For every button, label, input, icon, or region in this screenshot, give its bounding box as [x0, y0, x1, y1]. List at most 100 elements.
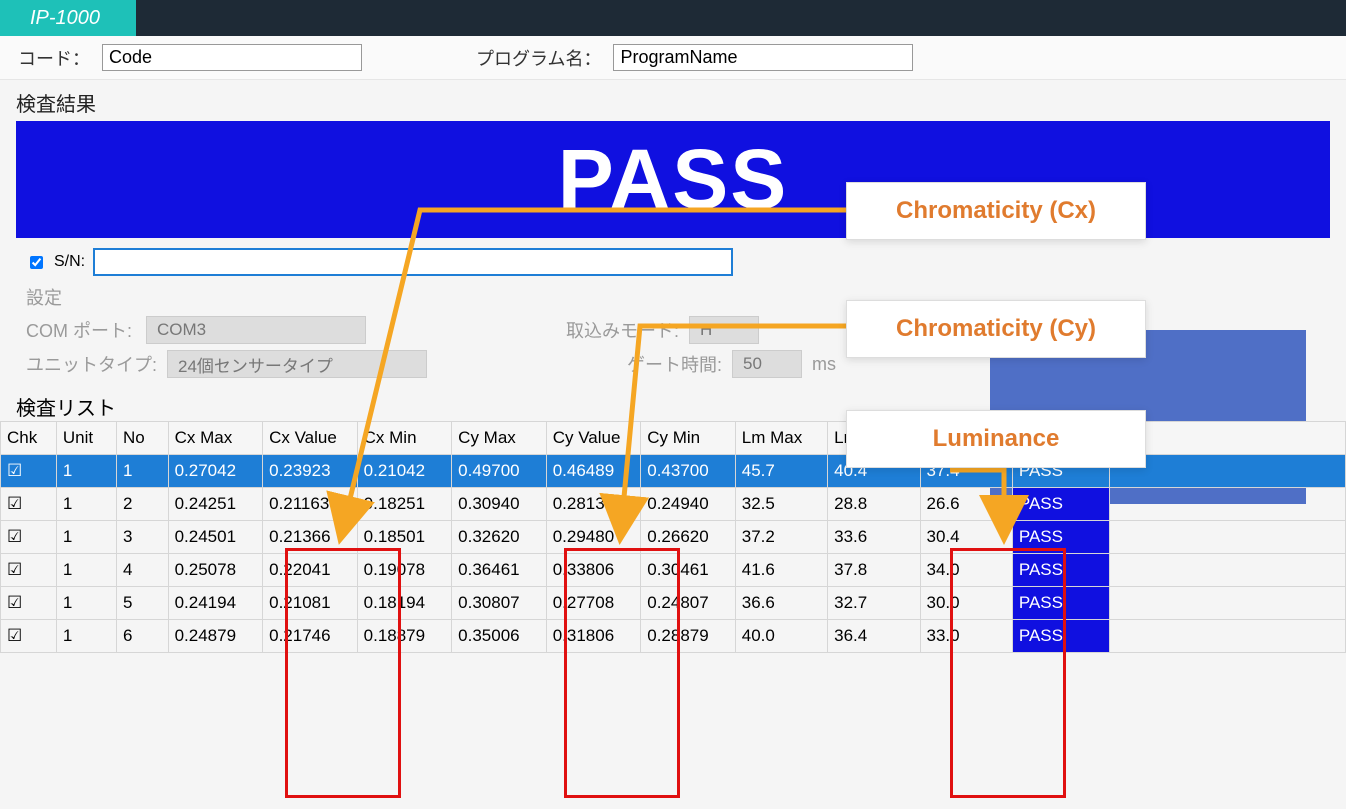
- col-header[interactable]: Cy Max: [452, 422, 547, 455]
- table-cell: 30.0: [920, 587, 1012, 620]
- table-row[interactable]: ☑120.242510.211630.182510.309400.281300.…: [1, 488, 1346, 521]
- table-cell: 0.21042: [357, 455, 452, 488]
- table-cell: 0.24501: [168, 521, 263, 554]
- table-cell: 37.2: [735, 521, 827, 554]
- table-cell: 0.30940: [452, 488, 547, 521]
- sn-label: S/N:: [54, 253, 85, 271]
- table-cell: 1: [56, 587, 116, 620]
- table-cell: 1: [117, 455, 169, 488]
- table-cell: 0.24940: [641, 488, 736, 521]
- capture-mode-select[interactable]: H: [689, 316, 759, 344]
- col-header[interactable]: Cx Min: [357, 422, 452, 455]
- table-cell: 0.25078: [168, 554, 263, 587]
- com-port-select[interactable]: COM3: [146, 316, 366, 344]
- table-cell: 0.24879: [168, 620, 263, 653]
- unit-type-label: ユニットタイプ:: [26, 351, 157, 377]
- title-bar-dark: [136, 0, 1346, 36]
- table-cell: 1: [56, 488, 116, 521]
- table-cell: ☑: [1, 455, 57, 488]
- sn-input[interactable]: [93, 248, 733, 276]
- col-header[interactable]: Chk: [1, 422, 57, 455]
- table-cell: 36.6: [735, 587, 827, 620]
- table-cell: 4: [117, 554, 169, 587]
- col-header[interactable]: Lm Value: [828, 422, 920, 455]
- table-cell: 41.6: [735, 554, 827, 587]
- capture-mode-label: 取込みモード:: [566, 317, 679, 343]
- result-status-banner: PASS: [16, 121, 1330, 238]
- table-cell: 1: [56, 455, 116, 488]
- table-cell: 0.18501: [357, 521, 452, 554]
- judge-cell: PASS: [1012, 455, 1109, 488]
- col-header[interactable]: Lm Min: [920, 422, 1012, 455]
- table-cell: 0.27708: [546, 587, 641, 620]
- col-header[interactable]: Judge: [1012, 422, 1109, 455]
- table-cell: ☑: [1, 521, 57, 554]
- table-cell: 0.29480: [546, 521, 641, 554]
- table-cell: 0.35006: [452, 620, 547, 653]
- result-section-title: 検査結果: [16, 88, 1330, 117]
- judge-cell: PASS: [1012, 554, 1109, 587]
- table-cell: 0.43700: [641, 455, 736, 488]
- table-row[interactable]: ☑110.270420.239230.210420.497000.464890.…: [1, 455, 1346, 488]
- com-port-label: COM ポート:: [26, 317, 136, 343]
- table-cell: 0.49700: [452, 455, 547, 488]
- table-cell: 0.23923: [263, 455, 358, 488]
- table-cell: 1: [56, 554, 116, 587]
- col-header[interactable]: Unit: [56, 422, 116, 455]
- table-cell: 0.30807: [452, 587, 547, 620]
- table-cell: 0.28130: [546, 488, 641, 521]
- table-cell: 40.0: [735, 620, 827, 653]
- table-row[interactable]: ☑130.245010.213660.185010.326200.294800.…: [1, 521, 1346, 554]
- table-cell: 0.33806: [546, 554, 641, 587]
- table-cell: 26.6: [920, 488, 1012, 521]
- program-label: プログラム名：: [476, 45, 601, 71]
- table-cell: 0.18879: [357, 620, 452, 653]
- col-header[interactable]: Lm Max: [735, 422, 827, 455]
- table-cell: 1: [56, 521, 116, 554]
- table-cell: 5: [117, 587, 169, 620]
- table-cell: 0.21081: [263, 587, 358, 620]
- judge-cell: PASS: [1012, 488, 1109, 521]
- col-header[interactable]: Cy Min: [641, 422, 736, 455]
- table-cell: 3: [117, 521, 169, 554]
- table-cell: ☑: [1, 620, 57, 653]
- gate-time-unit: ms: [812, 354, 836, 375]
- table-cell: 32.5: [735, 488, 827, 521]
- judge-cell: PASS: [1012, 620, 1109, 653]
- sn-row: S/N:: [0, 238, 1346, 282]
- col-header[interactable]: Cx Max: [168, 422, 263, 455]
- table-cell: 45.7: [735, 455, 827, 488]
- table-cell: 37.8: [828, 554, 920, 587]
- col-header[interactable]: Cx Value: [263, 422, 358, 455]
- table-cell: 36.4: [828, 620, 920, 653]
- table-cell: 0.24194: [168, 587, 263, 620]
- col-header[interactable]: Cy Value: [546, 422, 641, 455]
- table-cell: 0.30461: [641, 554, 736, 587]
- code-input[interactable]: [102, 44, 362, 71]
- table-row[interactable]: ☑160.248790.217460.188790.350060.318060.…: [1, 620, 1346, 653]
- program-input[interactable]: [613, 44, 913, 71]
- table-cell: 0.24251: [168, 488, 263, 521]
- table-cell: 0.18194: [357, 587, 452, 620]
- table-cell: 2: [117, 488, 169, 521]
- unit-type-select[interactable]: 24個センサータイプ: [167, 350, 427, 378]
- inspection-table[interactable]: ChkUnitNoCx MaxCx ValueCx MinCy MaxCy Va…: [0, 421, 1346, 653]
- result-group: 検査結果 PASS: [0, 80, 1346, 238]
- table-cell: 30.4: [920, 521, 1012, 554]
- table-cell: ☑: [1, 554, 57, 587]
- settings-section-title: 設定: [26, 284, 1328, 310]
- sn-checkbox[interactable]: [30, 256, 43, 269]
- gate-time-label: ゲート時間:: [627, 351, 722, 377]
- col-header[interactable]: No: [117, 422, 169, 455]
- title-bar: IP-1000: [0, 0, 1346, 36]
- table-cell: 0.26620: [641, 521, 736, 554]
- gate-time-select[interactable]: 50: [732, 350, 802, 378]
- table-cell: 0.18251: [357, 488, 452, 521]
- table-cell: 0.28879: [641, 620, 736, 653]
- inspection-table-wrap: ChkUnitNoCx MaxCx ValueCx MinCy MaxCy Va…: [0, 421, 1346, 653]
- table-row[interactable]: ☑150.241940.210810.181940.308070.277080.…: [1, 587, 1346, 620]
- table-row[interactable]: ☑140.250780.220410.190780.364610.338060.…: [1, 554, 1346, 587]
- header-row: コード： プログラム名：: [0, 36, 1346, 80]
- table-cell: 0.27042: [168, 455, 263, 488]
- table-cell: ☑: [1, 488, 57, 521]
